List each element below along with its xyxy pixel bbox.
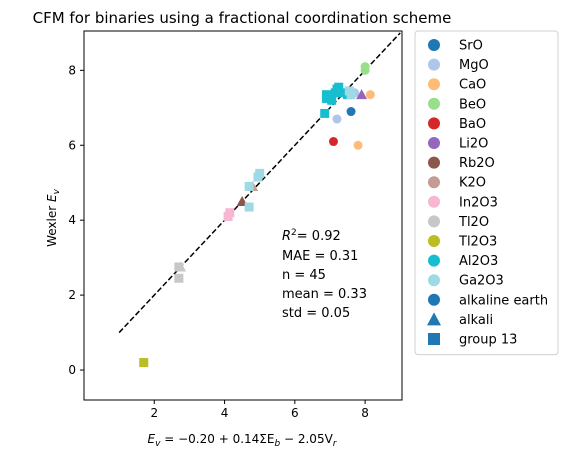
parity-line xyxy=(118,32,401,334)
legend-marker-alkaline-earth xyxy=(428,293,440,306)
y-tick-label: 2 xyxy=(68,288,76,302)
y-tick-label: 6 xyxy=(68,138,76,152)
data-point-beo xyxy=(360,62,370,72)
legend-label-k2o: K2O xyxy=(459,176,486,191)
legend-label-ga2o3: Ga2O3 xyxy=(459,274,504,289)
data-point-cao xyxy=(353,140,363,150)
x-axis-label: Ev = −0.20 + 0.14ΣEb − 2.05Vr xyxy=(148,432,338,449)
legend-marker-al2o3 xyxy=(428,254,440,267)
data-point-al2o3 xyxy=(327,95,337,105)
x-tick-label: 6 xyxy=(291,406,299,420)
legend-box xyxy=(414,30,559,356)
legend-marker-in2o3 xyxy=(428,195,440,208)
plot-frame xyxy=(83,30,403,401)
legend-marker-group-13 xyxy=(428,333,440,345)
legend-marker-k2o xyxy=(428,176,440,189)
legend-marker-alkali xyxy=(427,312,441,326)
x-tick-label: 2 xyxy=(150,406,158,420)
data-point-li2o xyxy=(356,89,368,100)
stat-r2: R2= 0.92 xyxy=(282,228,341,244)
data-point-tl2o3 xyxy=(139,358,149,368)
data-point-al2o3 xyxy=(334,82,344,92)
legend-label-alkaline-earth: alkaline earth xyxy=(459,293,548,308)
legend-label-beo: BeO xyxy=(459,97,486,112)
legend-label-li2o: Li2O xyxy=(459,137,488,152)
legend-marker-ga2o3 xyxy=(428,274,440,287)
legend-marker-bao xyxy=(428,117,440,130)
plot-area: 2 4 6 8 0 2 4 6 8 xyxy=(68,30,403,420)
stat-mean: mean = 0.33 xyxy=(282,287,367,302)
y-tick-label: 0 xyxy=(68,363,76,377)
legend-label-group-13: group 13 xyxy=(459,333,517,348)
legend-label-sro: SrO xyxy=(459,39,483,54)
data-point-bao xyxy=(328,137,338,147)
data-point-tl2o3 xyxy=(174,262,184,272)
stat-mae: MAE = 0.31 xyxy=(282,249,358,264)
legend-label-rb2o: Rb2O xyxy=(459,156,495,171)
legend-marker-rb2o xyxy=(428,156,440,169)
data-point-ga2o3 xyxy=(346,90,356,100)
y-axis-label: Wexler Ev xyxy=(45,188,62,247)
data-point-ga2o3 xyxy=(255,168,265,178)
chart-title: CFM for binaries using a fractional coor… xyxy=(33,9,452,27)
legend-label-alkali: alkali xyxy=(459,313,493,328)
legend-label-tl2o: Tl2O xyxy=(458,215,489,230)
legend-label-bao: BaO xyxy=(459,117,486,132)
legend-marker-mgo xyxy=(428,58,440,71)
data-point-mgo xyxy=(332,114,342,124)
y-tick-label: 4 xyxy=(68,213,76,227)
data-point-ga2o3 xyxy=(244,181,254,191)
x-tick-label: 4 xyxy=(221,406,229,420)
legend: SrO MgO CaO BeO BaO Li2O Rb2O K2O In2O3 Tl2O Tl2O3… xyxy=(414,30,559,356)
data-point-in2o3 xyxy=(225,208,235,218)
y-tick-label: 8 xyxy=(68,63,76,77)
stat-n: n = 45 xyxy=(282,268,326,283)
data-point-tl2o3 xyxy=(174,273,184,283)
legend-marker-li2o xyxy=(428,137,440,149)
stats-annotation: R2= 0.92 MAE = 0.31 n = 45 mean = 0.33 s… xyxy=(282,228,367,321)
legend-label-tl2o3: Tl2O3 xyxy=(458,235,497,250)
legend-marker-tl2o xyxy=(428,215,440,228)
legend-marker-cao xyxy=(428,78,440,91)
data-point-al2o3 xyxy=(320,108,330,118)
legend-label-al2o3: Al2O3 xyxy=(459,254,498,269)
stat-std: std = 0.05 xyxy=(282,306,350,321)
legend-label-cao: CaO xyxy=(459,78,486,93)
legend-label-mgo: MgO xyxy=(459,58,489,73)
legend-marker-beo xyxy=(428,97,440,110)
data-point-sro xyxy=(346,107,356,117)
data-point-cao xyxy=(365,90,375,100)
x-tick-label: 8 xyxy=(361,406,369,420)
data-point-ga2o3 xyxy=(244,202,254,212)
legend-marker-tl2o3 xyxy=(428,235,440,247)
legend-marker-sro xyxy=(428,39,440,51)
legend-label-in2o3: In2O3 xyxy=(459,195,498,210)
